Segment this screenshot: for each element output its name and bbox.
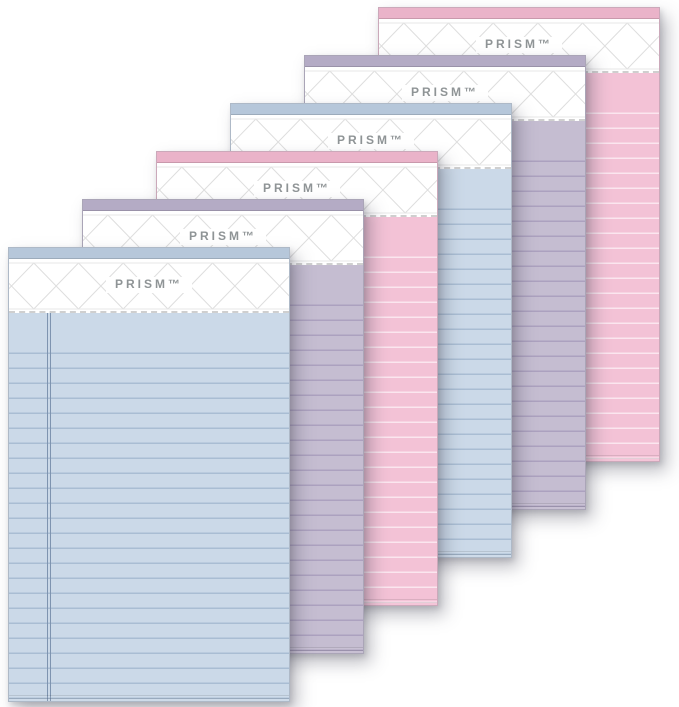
pad-binding-edge: [231, 104, 511, 115]
notepad-blue-front: PRISM™: [8, 247, 290, 702]
pad-paper: [9, 313, 289, 701]
margin-line: [47, 313, 51, 701]
perforation-line: [9, 311, 289, 313]
pad-binding-edge: [9, 248, 289, 259]
brand-logo: PRISM™: [327, 133, 414, 149]
ruled-lines: [9, 339, 289, 701]
brand-logo: PRISM™: [105, 277, 192, 293]
brand-logo: PRISM™: [253, 181, 340, 197]
pad-binding-edge: [83, 200, 363, 211]
brand-logo: PRISM™: [475, 37, 562, 53]
pad-binding-edge: [379, 8, 659, 19]
brand-logo: PRISM™: [179, 229, 266, 245]
pad-header: PRISM™: [9, 259, 289, 311]
pad-binding-edge: [157, 152, 437, 163]
pad-binding-edge: [305, 56, 585, 67]
sheet-stack-edge: [9, 695, 289, 701]
brand-logo: PRISM™: [401, 85, 488, 101]
